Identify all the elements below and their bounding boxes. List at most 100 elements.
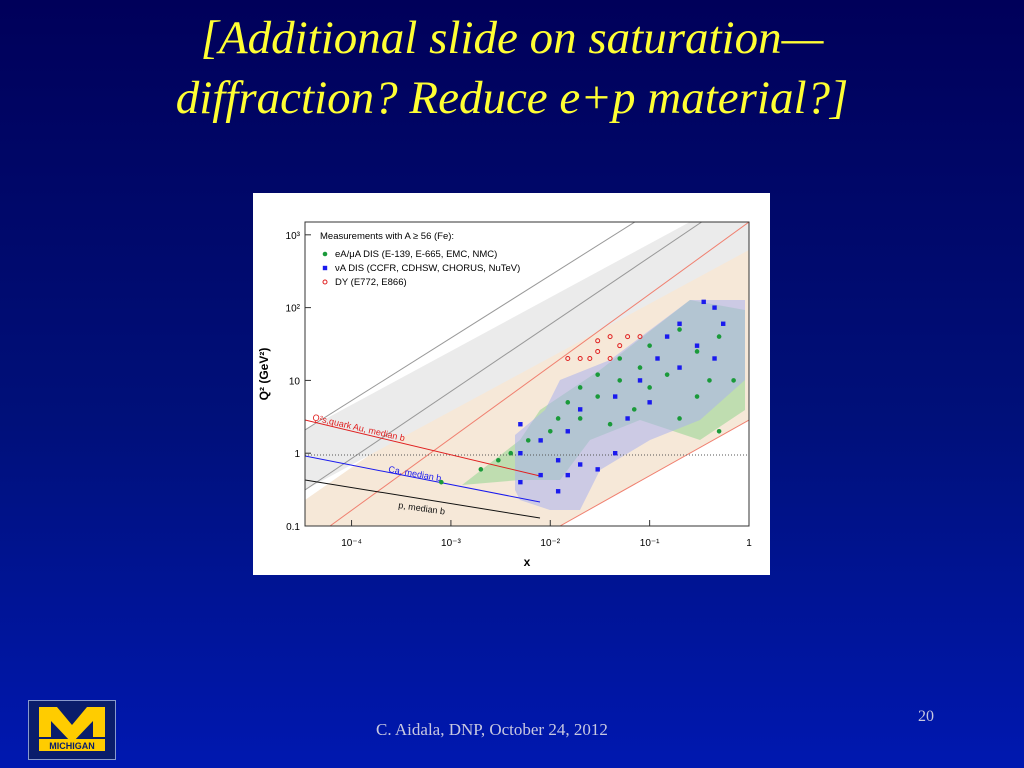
- slide-title: [Additional slide on saturation— diffrac…: [0, 8, 1024, 128]
- data-point: [577, 462, 583, 467]
- data-point: [518, 479, 523, 485]
- data-point: [547, 428, 553, 434]
- data-point: [677, 416, 682, 421]
- x-tick-label: 10⁻¹: [640, 538, 660, 549]
- data-point: [712, 356, 717, 361]
- data-point: [496, 457, 501, 463]
- y-tick-label: 10²: [286, 304, 301, 315]
- y-axis-label: Q² (GeV²): [257, 348, 271, 401]
- logo: MICHIGAN: [28, 700, 116, 760]
- data-point: [595, 394, 600, 399]
- data-point: [694, 349, 700, 354]
- logo-text: MICHIGAN: [49, 741, 95, 751]
- logo-mark: MICHIGAN: [39, 707, 105, 751]
- title-line: diffraction? Reduce e+p material?]: [175, 72, 849, 124]
- legend-label: DY (E772, E866): [335, 277, 407, 288]
- data-point: [631, 407, 637, 412]
- data-point: [438, 479, 444, 485]
- x-tick-label: 10⁻³: [441, 538, 461, 549]
- data-point: [637, 378, 643, 383]
- data-point: [577, 407, 583, 412]
- data-point: [625, 334, 631, 340]
- data-point: [716, 428, 722, 434]
- data-point: [607, 421, 613, 427]
- y-tick-label: 10: [289, 376, 301, 387]
- data-point: [565, 429, 570, 434]
- y-tick-label: 1: [294, 449, 300, 460]
- x-tick-label: 10⁻⁴: [341, 538, 362, 549]
- data-point: [637, 334, 643, 340]
- data-point: [721, 321, 726, 326]
- boundary: [329, 222, 749, 526]
- data-point: [677, 327, 682, 332]
- data-point: [518, 451, 523, 456]
- region: [515, 300, 745, 510]
- legend-symbol: [322, 265, 328, 271]
- x-tick-label: 10⁻²: [540, 538, 560, 549]
- data-point: [677, 321, 682, 326]
- data-point: [565, 472, 570, 478]
- data-point: [617, 343, 623, 349]
- boundary: [559, 419, 749, 526]
- curve: [305, 455, 541, 503]
- data-point: [577, 416, 583, 421]
- data-point: [538, 472, 543, 478]
- title-line: [Additional slide on saturation—: [200, 12, 824, 64]
- logo-band: [39, 739, 105, 751]
- legend-label: νA DIS (CCFR, CDHSW, CHORUS, NuTeV): [335, 263, 520, 274]
- data-point: [712, 305, 717, 310]
- data-point: [555, 416, 561, 421]
- x-tick-label: 1: [746, 538, 752, 549]
- legend-symbol: [322, 279, 328, 285]
- data-point: [577, 355, 583, 361]
- data-point: [637, 365, 643, 370]
- footer: C. Aidala, DNP, October 24, 2012: [376, 720, 608, 739]
- boundary: [305, 222, 703, 491]
- data-point: [664, 372, 670, 377]
- logo-m: [39, 707, 105, 743]
- data-point: [587, 355, 593, 361]
- data-point: [538, 438, 543, 443]
- data-point: [607, 355, 613, 361]
- data-point: [612, 451, 618, 456]
- data-point: [617, 378, 623, 383]
- data-point: [595, 467, 600, 472]
- data-point: [612, 394, 618, 399]
- data-point: [716, 334, 722, 339]
- data-point: [694, 343, 700, 348]
- data-point: [677, 365, 682, 370]
- boundary: [305, 222, 636, 431]
- data-point: [595, 372, 600, 377]
- page-number: 20: [918, 708, 934, 725]
- chart: Q²s,quark Au, median b Ca, median b p, m…: [257, 221, 753, 569]
- data-point: [555, 489, 561, 494]
- y-tick-label: 10³: [286, 231, 301, 242]
- data-point: [518, 422, 523, 427]
- data-point: [577, 385, 583, 390]
- data-point: [617, 356, 623, 361]
- data-point: [595, 348, 601, 354]
- plot-frame: [304, 221, 750, 527]
- data-point: [694, 394, 700, 399]
- legend-symbol: [322, 251, 328, 257]
- data-point: [625, 416, 630, 421]
- data-point: [647, 400, 652, 405]
- curve: [305, 419, 541, 477]
- regions: [305, 222, 749, 526]
- data-point: [555, 458, 561, 463]
- data-point: [664, 334, 670, 339]
- data-point: [508, 450, 514, 456]
- legend-title: Measurements with A ≥ 56 (Fe):: [320, 231, 454, 242]
- data-point: [731, 378, 736, 383]
- data-point: [525, 438, 531, 443]
- legend-label: eA/μA DIS (E-139, E-665, EMC, NMC): [335, 249, 497, 260]
- data-point: [565, 400, 571, 405]
- curve: [305, 479, 541, 519]
- data-point: [647, 385, 652, 390]
- band: [305, 222, 749, 490]
- data-point: [565, 355, 571, 361]
- y-tick-label: 0.1: [286, 522, 300, 533]
- data-point: [655, 356, 660, 361]
- x-axis-label: x: [524, 555, 531, 569]
- data-point: [607, 334, 613, 340]
